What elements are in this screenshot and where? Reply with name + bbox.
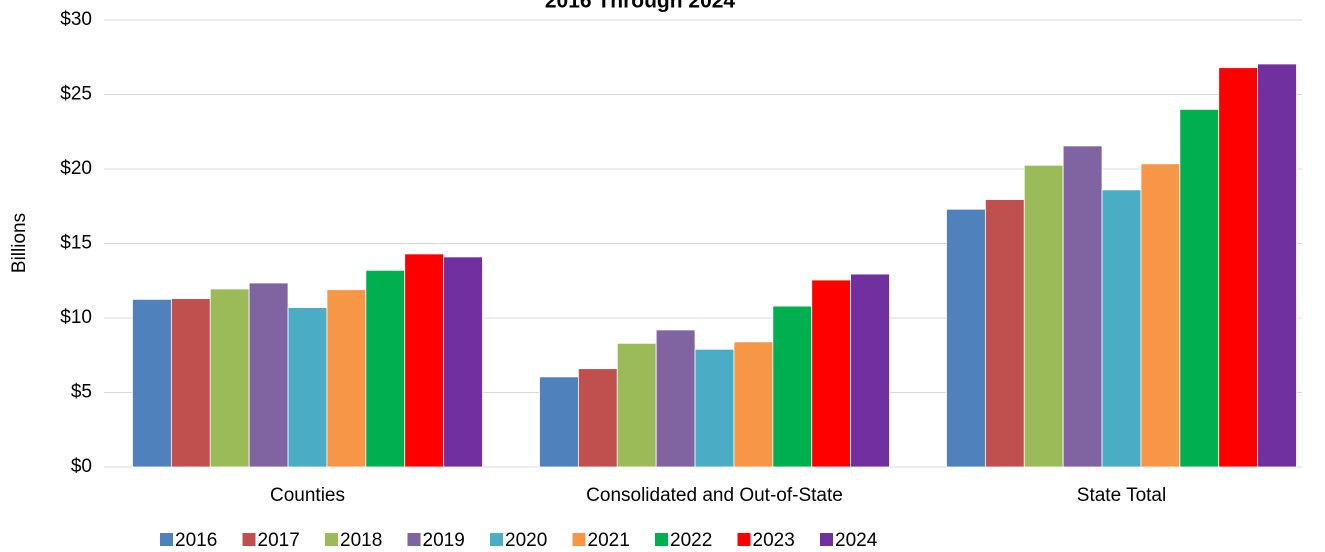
bar [132, 298, 172, 468]
y-axis-label: Billions [9, 213, 30, 273]
x-tick-label: Counties [270, 485, 345, 506]
y-tick-label: $5 [71, 382, 92, 403]
bar [577, 368, 618, 468]
bar [1179, 109, 1220, 468]
bar [248, 282, 289, 468]
bar [1101, 189, 1142, 468]
legend-swatch [325, 533, 338, 546]
bar [1062, 145, 1103, 468]
bar [694, 348, 735, 468]
y-tick-label: $30 [60, 9, 92, 30]
legend-swatch [490, 533, 503, 546]
y-tick-label: $10 [60, 307, 92, 328]
legend-label: 2021 [588, 530, 630, 551]
legend-label: 2019 [423, 530, 465, 551]
legend-label: 2020 [505, 530, 547, 551]
x-tick-label: State Total [1077, 485, 1166, 506]
bar [1023, 164, 1064, 468]
y-tick-label: $25 [60, 84, 92, 105]
bar [946, 208, 986, 468]
bar [365, 269, 406, 468]
bar [404, 253, 445, 468]
legend-swatch [160, 533, 173, 546]
legend-swatch [572, 533, 586, 546]
bar [616, 342, 657, 468]
bar [1218, 67, 1259, 468]
legend-swatch [242, 533, 256, 546]
chart-title: 2016 Through 2024 [545, 0, 736, 13]
bar [772, 305, 813, 468]
bar [326, 289, 367, 468]
legend-label: 2022 [670, 530, 712, 551]
legend-swatch [655, 533, 668, 546]
legend-swatch [820, 533, 833, 546]
bar [287, 307, 328, 468]
bar [443, 256, 483, 468]
bar [850, 273, 890, 468]
bar [209, 288, 250, 468]
bar [1140, 163, 1181, 468]
y-tick-label: $15 [60, 233, 92, 254]
bar [539, 376, 579, 468]
legend-swatch [407, 533, 421, 546]
bar [811, 279, 852, 468]
legend-label: 2024 [835, 530, 878, 551]
legend-swatch [737, 533, 751, 546]
y-tick-label: $20 [60, 158, 92, 179]
bar [984, 199, 1025, 468]
bar [655, 329, 696, 468]
legend-label: 2023 [753, 530, 795, 551]
x-tick-label: Consolidated and Out-of-State [586, 485, 843, 506]
bar [1257, 63, 1297, 468]
bar [170, 298, 211, 468]
legend-label: 2016 [175, 530, 217, 551]
y-tick-label: $0 [71, 456, 92, 477]
bar [733, 341, 774, 468]
legend-label: 2018 [340, 530, 382, 551]
legend-label: 2017 [258, 530, 300, 551]
